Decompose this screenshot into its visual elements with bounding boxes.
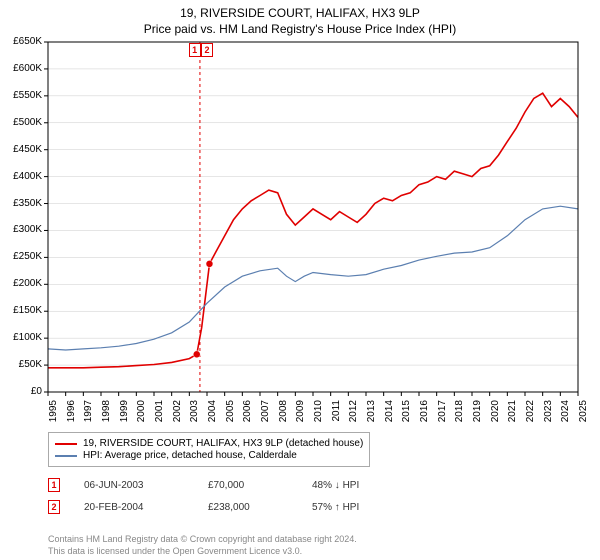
legend-swatch (55, 455, 77, 457)
x-tick-label: 2022 (525, 400, 536, 430)
y-tick-label: £600K (2, 63, 42, 74)
x-tick-label: 1998 (101, 400, 112, 430)
y-tick-label: £650K (2, 36, 42, 47)
price-hpi-chart (0, 0, 600, 560)
x-tick-label: 2007 (260, 400, 271, 430)
sale-marker-box: 1 (189, 43, 201, 57)
x-tick-label: 2019 (472, 400, 483, 430)
x-tick-label: 2012 (348, 400, 359, 430)
x-tick-label: 2025 (578, 400, 589, 430)
footnote-line2: This data is licensed under the Open Gov… (48, 546, 357, 558)
x-tick-label: 2002 (172, 400, 183, 430)
y-tick-label: £550K (2, 90, 42, 101)
y-tick-label: £450K (2, 144, 42, 155)
x-tick-label: 2009 (295, 400, 306, 430)
x-tick-label: 2000 (136, 400, 147, 430)
sale-row: 1 06-JUN-2003 £70,000 48% ↓ HPI (48, 478, 359, 492)
x-tick-label: 2005 (225, 400, 236, 430)
y-tick-label: £500K (2, 117, 42, 128)
y-tick-label: £300K (2, 224, 42, 235)
x-tick-label: 2013 (366, 400, 377, 430)
x-tick-label: 2015 (401, 400, 412, 430)
x-tick-label: 2023 (543, 400, 554, 430)
legend-label: HPI: Average price, detached house, Cald… (83, 450, 297, 461)
x-tick-label: 2017 (437, 400, 448, 430)
sale-date: 06-JUN-2003 (84, 480, 184, 491)
x-tick-label: 2010 (313, 400, 324, 430)
y-tick-label: £0 (2, 386, 42, 397)
x-tick-label: 1997 (83, 400, 94, 430)
sale-hpi-diff: 48% ↓ HPI (312, 480, 359, 491)
y-tick-label: £150K (2, 305, 42, 316)
x-tick-label: 2003 (189, 400, 200, 430)
sale-row-marker: 1 (48, 478, 60, 492)
y-tick-label: £100K (2, 332, 42, 343)
x-tick-label: 2018 (454, 400, 465, 430)
x-tick-label: 2004 (207, 400, 218, 430)
sale-price: £70,000 (208, 480, 288, 491)
footnote: Contains HM Land Registry data © Crown c… (48, 534, 357, 557)
x-tick-label: 1999 (119, 400, 130, 430)
legend-label: 19, RIVERSIDE COURT, HALIFAX, HX3 9LP (d… (83, 438, 363, 449)
footnote-line1: Contains HM Land Registry data © Crown c… (48, 534, 357, 546)
x-tick-label: 2011 (331, 400, 342, 430)
x-tick-label: 2006 (242, 400, 253, 430)
x-tick-label: 2024 (560, 400, 571, 430)
x-tick-label: 2021 (507, 400, 518, 430)
legend-row: HPI: Average price, detached house, Cald… (55, 450, 363, 461)
legend: 19, RIVERSIDE COURT, HALIFAX, HX3 9LP (d… (48, 432, 370, 467)
y-tick-label: £350K (2, 198, 42, 209)
x-tick-label: 2016 (419, 400, 430, 430)
y-tick-label: £400K (2, 171, 42, 182)
x-tick-label: 2020 (490, 400, 501, 430)
sale-row: 2 20-FEB-2004 £238,000 57% ↑ HPI (48, 500, 359, 514)
legend-row: 19, RIVERSIDE COURT, HALIFAX, HX3 9LP (d… (55, 438, 363, 449)
sale-row-marker: 2 (48, 500, 60, 514)
y-tick-label: £50K (2, 359, 42, 370)
x-tick-label: 2001 (154, 400, 165, 430)
x-tick-label: 1996 (66, 400, 77, 430)
x-tick-label: 2008 (278, 400, 289, 430)
x-tick-label: 1995 (48, 400, 59, 430)
sale-marker-box: 2 (201, 43, 213, 57)
y-tick-label: £200K (2, 278, 42, 289)
x-tick-label: 2014 (384, 400, 395, 430)
y-tick-label: £250K (2, 251, 42, 262)
sale-hpi-diff: 57% ↑ HPI (312, 502, 359, 513)
legend-swatch (55, 443, 77, 445)
sale-price: £238,000 (208, 502, 288, 513)
sale-date: 20-FEB-2004 (84, 502, 184, 513)
